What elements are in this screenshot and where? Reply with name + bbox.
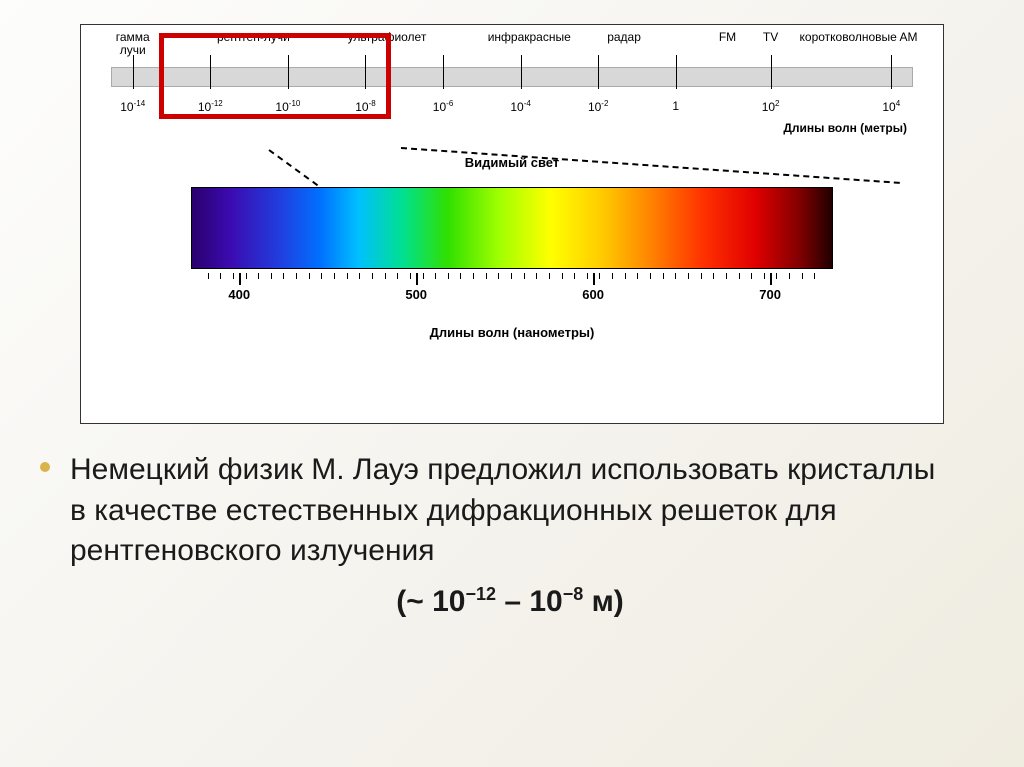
visible-tick: [416, 273, 418, 285]
xray-highlight-box: [159, 33, 392, 119]
visible-spectrum-bar: [191, 187, 833, 269]
body-paragraph: Немецкий физик М. Лауэ предложил использ…: [70, 453, 935, 567]
em-tick: [598, 55, 599, 89]
visible-tick: [593, 273, 595, 285]
em-tick: [891, 55, 892, 89]
em-band-label: TV: [763, 31, 778, 44]
em-tick-label: 102: [762, 99, 780, 114]
visible-tick-label: 500: [405, 287, 427, 302]
visible-tick-label: 600: [582, 287, 604, 302]
visible-tick-label: 400: [228, 287, 250, 302]
em-tick-label: 10-14: [120, 99, 145, 114]
em-tick: [443, 55, 444, 89]
visible-scale: 400 500 600 700: [195, 273, 827, 303]
visible-tick: [239, 273, 241, 285]
em-tick-label: 10-2: [588, 99, 608, 114]
em-band-label: FM: [719, 31, 736, 44]
bullet-icon: [40, 462, 50, 472]
em-band-label: инфракрасные: [488, 31, 571, 44]
em-tick: [676, 55, 677, 89]
em-tick-label: 10-6: [433, 99, 453, 114]
visible-tick-label: 700: [759, 287, 781, 302]
visible-title: Видимый свет: [81, 155, 943, 170]
visible-axis-label: Длины волн (нанометры): [81, 325, 943, 340]
em-tick-label: 1: [672, 99, 679, 113]
em-axis-label: Длины волн (метры): [783, 121, 907, 135]
slide: гамма лучирентген-лучиультрафиолетинфрак…: [0, 0, 1024, 767]
em-tick: [133, 55, 134, 89]
em-tick-label: 104: [882, 99, 900, 114]
em-tick: [521, 55, 522, 89]
em-tick: [771, 55, 772, 89]
body-text-block: Немецкий физик М. Лауэ предложил использ…: [70, 450, 950, 622]
em-band-label: гамма лучи: [116, 31, 150, 57]
em-band-label: радар: [607, 31, 641, 44]
em-band-label: AM: [900, 31, 918, 44]
em-tick-label: 10-4: [510, 99, 530, 114]
spectrum-figure: гамма лучирентген-лучиультрафиолетинфрак…: [80, 24, 944, 424]
em-band-label: коротковолновые: [800, 31, 897, 44]
wavelength-range: (~ 10−12 – 10−8 м): [70, 582, 950, 623]
visible-tick: [770, 273, 772, 285]
